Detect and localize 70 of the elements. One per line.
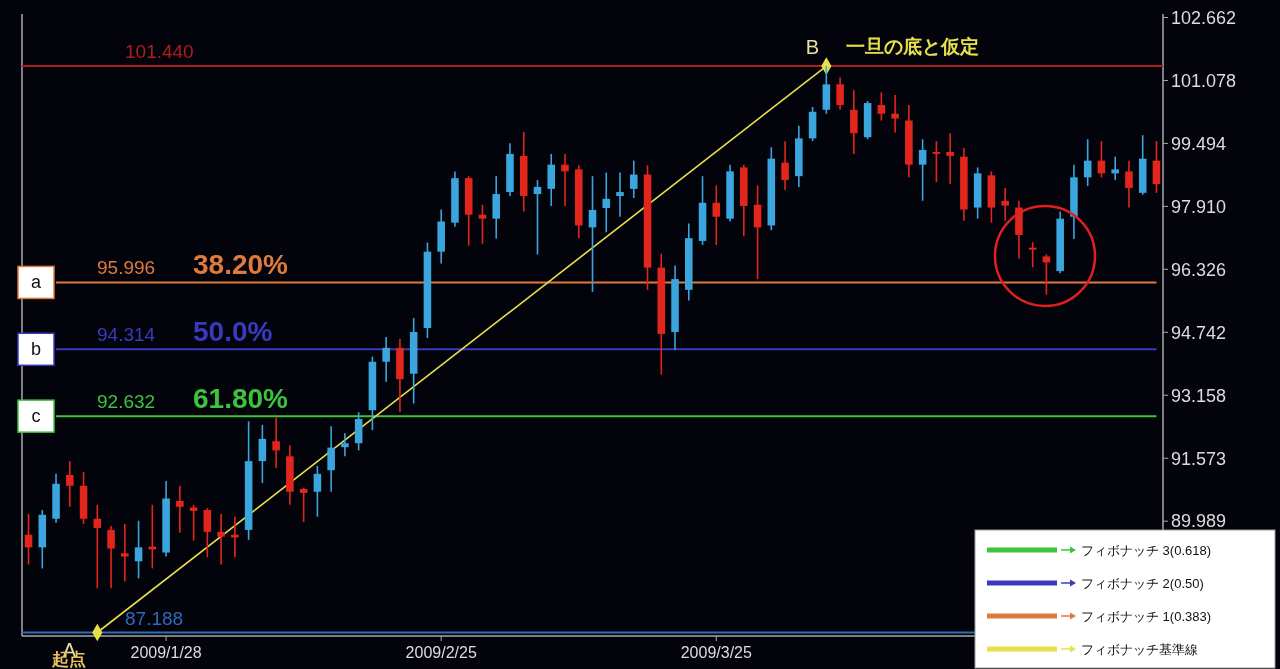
candlestick (932, 140, 941, 183)
candlestick (533, 179, 542, 256)
candlestick (121, 523, 129, 583)
candlestick (1001, 187, 1009, 222)
candlestick (1125, 159, 1133, 209)
annotation: a (30, 272, 42, 293)
candlestick (327, 425, 335, 493)
candlestick (891, 94, 899, 134)
y-tick-label: 94.742 (1171, 322, 1227, 343)
annotation: b (30, 339, 42, 360)
ref-line-label: 87.188 (125, 607, 184, 629)
candlestick (629, 159, 638, 199)
y-tick-label: 99.494 (1171, 133, 1227, 154)
candlestick (712, 184, 721, 246)
candlestick (382, 336, 390, 383)
legend-label: フィボナッチ 3(0.618) (1081, 542, 1212, 558)
candlestick (341, 432, 349, 458)
y-tick-label: 102.662 (1171, 7, 1237, 28)
candlestick (1028, 241, 1037, 268)
letter-box: a (17, 265, 55, 300)
annotation: 61.80% (193, 383, 289, 415)
candlestick (203, 507, 212, 559)
candlestick (616, 171, 624, 218)
letter-box: b (17, 332, 55, 367)
annotation: 95.996 (97, 257, 156, 279)
candlestick (66, 460, 74, 508)
candlestick (1111, 155, 1119, 181)
ref-line-label: 101.440 (125, 41, 194, 63)
y-tick-label: 89.989 (1171, 511, 1227, 532)
candlestick (1042, 253, 1051, 296)
candlestick (272, 416, 280, 469)
annotation: 38.20% (193, 249, 289, 281)
candlestick (602, 171, 611, 233)
candlestick (877, 91, 886, 122)
y-tick-label: 93.158 (1171, 385, 1227, 406)
x-tick-label: 2009/1/28 (130, 644, 202, 661)
candlestick (478, 203, 487, 245)
y-tick-label: 91.573 (1171, 448, 1227, 469)
candlestick (946, 132, 954, 185)
y-tick-label: 96.326 (1171, 259, 1227, 280)
annotation: 92.632 (97, 391, 156, 413)
annotation: B (805, 36, 820, 59)
candlestick (107, 525, 115, 590)
x-tick-label: 2009/3/25 (680, 644, 752, 661)
candlestick (134, 519, 143, 580)
annotation: c (31, 406, 41, 427)
legend-label: フィボナッチ 2(0.50) (1081, 575, 1204, 591)
legend-label: フィボナッチ 1(0.383) (1081, 608, 1212, 624)
candlestick (561, 153, 569, 207)
candlestick (850, 89, 858, 155)
candlestick (781, 140, 789, 191)
candlestick (753, 184, 762, 280)
candlestick (918, 138, 927, 202)
y-tick-label: 101.078 (1171, 70, 1237, 91)
candlestick (313, 465, 322, 518)
annotation: 一旦の底と仮定 (846, 36, 980, 58)
candlestick (258, 424, 267, 484)
candlestick (1152, 140, 1161, 194)
candlestick (217, 513, 225, 566)
x-tick-label: 2009/2/25 (405, 644, 477, 661)
candlestick (176, 484, 184, 534)
y-tick-label: 97.910 (1171, 196, 1227, 217)
annotation: 50.0% (193, 316, 273, 348)
candlestick (836, 76, 844, 111)
letter-box: c (17, 399, 55, 433)
annotation: 94.314 (97, 324, 156, 346)
candlestick (299, 486, 308, 523)
candlestick (588, 175, 597, 293)
candlestick (93, 504, 102, 590)
legend-label: フィボナッチ基準線 (1081, 641, 1198, 657)
